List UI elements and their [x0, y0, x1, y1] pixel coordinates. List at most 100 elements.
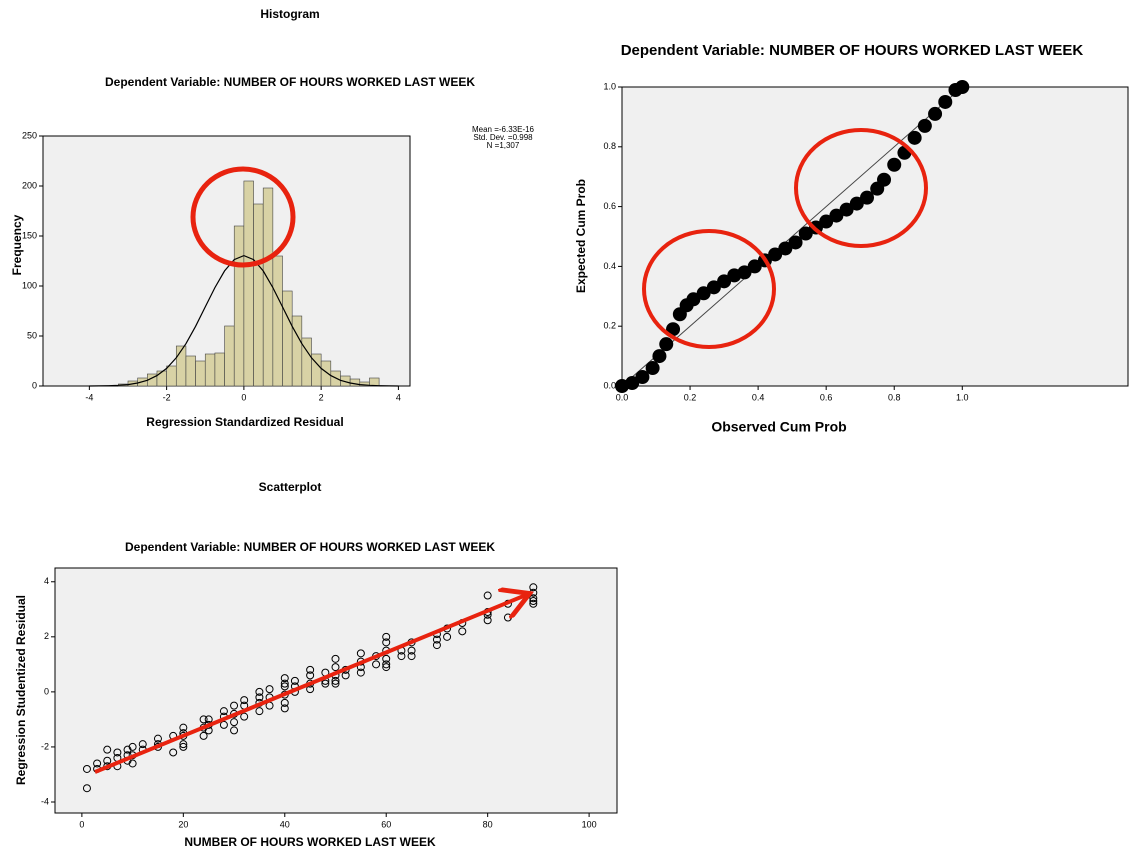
y-tick-label: 0.4 — [603, 261, 616, 271]
scatter-point — [382, 660, 391, 669]
scatter-point — [356, 668, 365, 677]
y-tick-label: 250 — [22, 130, 37, 140]
scatter-point — [860, 190, 875, 205]
y-tick-label: 100 — [22, 280, 37, 290]
x-tick-label: -2 — [163, 392, 171, 402]
scatter-point — [306, 665, 315, 674]
y-tick-label: 0.0 — [603, 380, 616, 390]
scatter-point — [255, 707, 264, 716]
scatter-point — [103, 745, 112, 754]
x-tick-label: 4 — [396, 392, 401, 402]
trend-arrow — [94, 595, 526, 774]
x-tick-label: 60 — [381, 819, 391, 829]
scatter-point — [219, 720, 228, 729]
x-tick-label: 0 — [79, 819, 84, 829]
x-axis-label: NUMBER OF HOURS WORKED LAST WEEK — [184, 835, 436, 849]
scatter-point — [778, 241, 793, 256]
scatter-point — [768, 247, 783, 262]
scatter-point — [306, 671, 315, 680]
scatter-point — [382, 654, 391, 663]
scatter-point — [265, 685, 274, 694]
y-tick-label: -2 — [41, 741, 49, 751]
scatter-point — [179, 740, 188, 749]
scatter-point — [382, 663, 391, 672]
x-tick-label: 40 — [280, 819, 290, 829]
x-axis-label: Regression Standardized Residual — [146, 415, 343, 429]
scatter-point — [938, 94, 953, 109]
y-tick-label: 150 — [22, 230, 37, 240]
scatter-point — [290, 676, 299, 685]
scatter-point — [280, 704, 289, 713]
y-tick-label: 0.8 — [603, 141, 616, 151]
histogram-bar — [320, 360, 332, 387]
scatter-point — [179, 742, 188, 751]
scatter-point — [839, 202, 854, 217]
histogram-bar — [166, 365, 177, 387]
scatter-point — [788, 235, 803, 250]
chart-title: Dependent Variable: NUMBER OF HOURS WORK… — [620, 42, 1084, 59]
y-tick-label: 2 — [44, 631, 49, 641]
histogram-bar — [282, 290, 293, 387]
scatter-point — [113, 748, 122, 757]
scatter-point — [666, 322, 681, 337]
x-tick-label: 0.0 — [616, 392, 629, 402]
y-tick-label: 1.0 — [603, 81, 616, 91]
scatter-point — [331, 663, 340, 672]
y-tick-label: 0 — [32, 380, 37, 390]
histogram-bar — [195, 360, 206, 387]
scatter-point — [219, 707, 228, 716]
scatter-point — [686, 292, 701, 307]
chart-subtitle: Dependent Variable: NUMBER OF HOURS WORK… — [105, 75, 475, 89]
y-axis-label: Expected Cum Prob — [574, 179, 588, 293]
histogram-bar — [262, 187, 274, 387]
scatter-point — [255, 687, 264, 696]
x-tick-label: 20 — [178, 819, 188, 829]
chart-title: Scatterplot — [259, 480, 322, 494]
scatter-point — [717, 274, 732, 289]
scatter-point — [199, 731, 208, 740]
scatter-point — [907, 130, 922, 145]
histogram-bar — [243, 180, 254, 387]
scatter-point — [382, 638, 391, 647]
scatter-point — [483, 591, 492, 600]
scatter-point — [280, 674, 289, 683]
histogram-bar — [156, 370, 167, 387]
chart-subtitle: Dependent Variable: NUMBER OF HOURS WORK… — [125, 540, 495, 554]
scatter-point — [103, 756, 112, 765]
scatter-point — [128, 759, 137, 768]
y-tick-label: 0.2 — [603, 321, 616, 331]
y-tick-label: 0 — [44, 686, 49, 696]
stats-text: N =1,307 — [487, 141, 520, 150]
histogram-bar — [175, 345, 187, 387]
scatter-point — [955, 80, 970, 94]
scatter-point — [432, 641, 441, 650]
scatter-point — [240, 696, 249, 705]
y-tick-label: 200 — [22, 180, 37, 190]
scatter-point — [696, 286, 711, 301]
histogram-bar — [253, 203, 264, 387]
scatter-point — [331, 654, 340, 663]
scatter-point — [397, 652, 406, 661]
scatter-point — [138, 740, 147, 749]
scatter-point — [372, 660, 381, 669]
plot-area — [621, 86, 1129, 387]
scatter-point — [280, 698, 289, 707]
scatter-point — [652, 349, 667, 364]
scatter-point — [382, 632, 391, 641]
highlight-circle — [190, 166, 296, 268]
scatter-point — [82, 784, 91, 793]
scatter-point — [407, 646, 416, 655]
scatter-point — [625, 376, 640, 391]
scatter-point — [458, 627, 467, 636]
histogram-bar — [185, 355, 196, 387]
scatter-point — [443, 632, 452, 641]
scatter-point — [280, 679, 289, 688]
histogram-bar — [224, 325, 235, 387]
scatter-point — [230, 718, 239, 727]
scatter-point — [93, 759, 102, 768]
scatter-point — [829, 208, 844, 223]
scatter-point — [659, 337, 674, 352]
x-tick-label: 0 — [241, 392, 246, 402]
